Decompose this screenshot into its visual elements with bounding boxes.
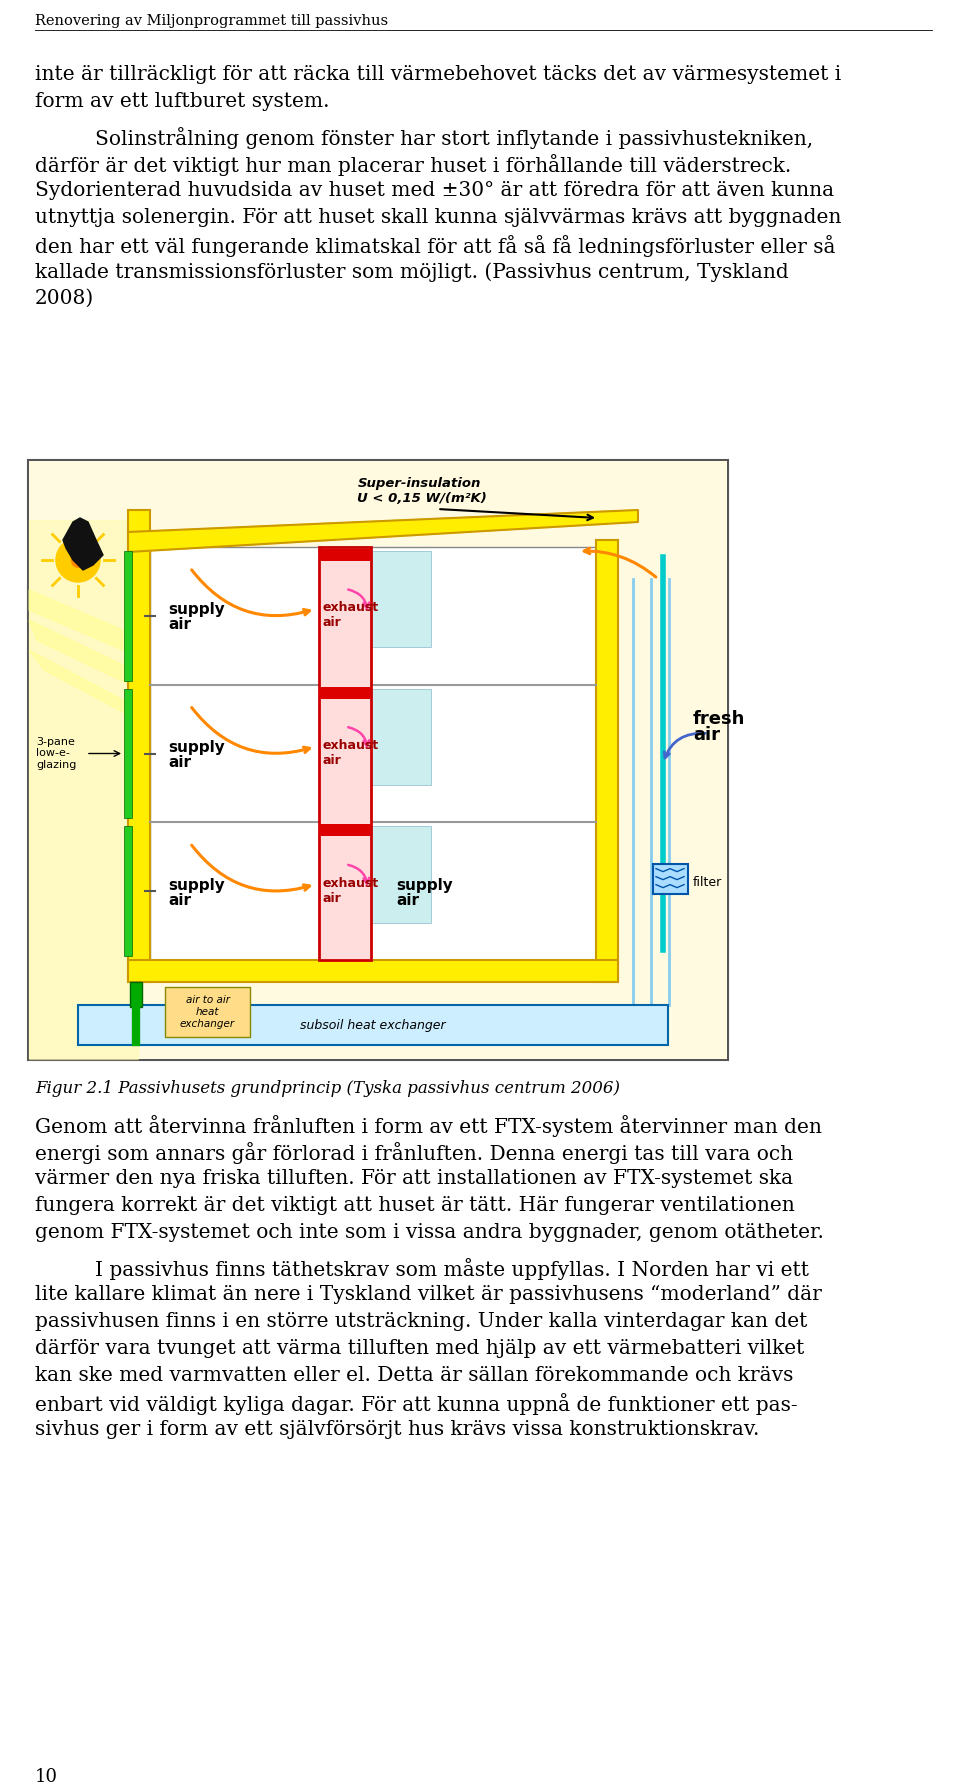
- Text: exhaust: exhaust: [323, 602, 378, 614]
- Text: air: air: [396, 893, 420, 907]
- Text: exhaust: exhaust: [323, 877, 378, 889]
- Text: kallade transmissionsförluster som möjligt. (Passivhus centrum, Tyskland: kallade transmissionsförluster som möjli…: [35, 263, 789, 282]
- Text: 10: 10: [35, 1768, 58, 1786]
- Bar: [372, 827, 431, 923]
- Text: air: air: [323, 616, 341, 629]
- Bar: [653, 864, 688, 893]
- Text: inte är tillräckligt för att räcka till värmebehovet täcks det av värmesystemet : inte är tillräckligt för att räcka till …: [35, 64, 841, 84]
- Bar: [320, 547, 372, 961]
- Text: därför vara tvunget att värma tilluften med hjälp av ett värmebatteri vilket: därför vara tvunget att värma tilluften …: [35, 1340, 804, 1357]
- Text: därför är det viktigt hur man placerar huset i förhållande till väderstreck.: därför är det viktigt hur man placerar h…: [35, 154, 791, 177]
- Bar: [150, 547, 596, 961]
- Text: lite kallare klimat än nere i Tyskland vilket är passivhusens “moderland” där: lite kallare klimat än nere i Tyskland v…: [35, 1284, 822, 1304]
- Bar: [124, 689, 132, 818]
- Text: 3-pane
low-e-
glazing: 3-pane low-e- glazing: [36, 738, 77, 770]
- Polygon shape: [128, 511, 638, 552]
- Text: Super-insulation
U < 0,15 W/(m²K): Super-insulation U < 0,15 W/(m²K): [357, 477, 487, 505]
- Text: genom FTX-systemet och inte som i vissa andra byggnader, genom otätheter.: genom FTX-systemet och inte som i vissa …: [35, 1223, 824, 1241]
- Text: fresh: fresh: [693, 711, 745, 729]
- Text: supply: supply: [168, 602, 225, 618]
- Bar: [128, 961, 618, 982]
- Text: värmer den nya friska tilluften. För att installationen av FTX-systemet ska: värmer den nya friska tilluften. För att…: [35, 1170, 793, 1188]
- Text: air to air
heat
exchanger: air to air heat exchanger: [180, 995, 235, 1029]
- Text: supply: supply: [396, 877, 453, 893]
- Bar: [320, 825, 372, 836]
- Text: air: air: [323, 891, 341, 906]
- Text: subsoil heat exchanger: subsoil heat exchanger: [300, 1018, 445, 1032]
- Text: Renovering av Miljonprogrammet till passivhus: Renovering av Miljonprogrammet till pass…: [35, 14, 388, 29]
- Text: utnyttja solenergin. För att huset skall kunna självvärmas krävs att byggnaden: utnyttja solenergin. För att huset skall…: [35, 207, 841, 227]
- Text: energi som annars går förlorad i frånluften. Denna energi tas till vara och: energi som annars går förlorad i frånluf…: [35, 1141, 793, 1164]
- Bar: [372, 689, 431, 786]
- Text: Sydorienterad huvudsida av huset med ±30° är att föredra för att även kunna: Sydorienterad huvudsida av huset med ±30…: [35, 180, 834, 200]
- Text: kan ske med varmvatten eller el. Detta är sällan förekommande och krävs: kan ske med varmvatten eller el. Detta ä…: [35, 1366, 793, 1384]
- Text: sivhus ger i form av ett självförsörjt hus krävs vissa konstruktionskrav.: sivhus ger i form av ett självförsörjt h…: [35, 1420, 759, 1440]
- Polygon shape: [29, 650, 138, 720]
- Bar: [28, 461, 728, 1061]
- Bar: [165, 988, 250, 1038]
- Text: I passivhus finns täthetskrav som måste uppfyllas. I Norden har vi ett: I passivhus finns täthetskrav som måste …: [95, 1257, 809, 1281]
- Text: air: air: [168, 755, 191, 770]
- Bar: [78, 1006, 668, 1045]
- Circle shape: [56, 538, 100, 582]
- Text: passivhusen finns i en större utsträckning. Under kalla vinterdagar kan det: passivhusen finns i en större utsträckni…: [35, 1313, 807, 1331]
- Text: air: air: [323, 754, 341, 766]
- Bar: [124, 552, 132, 680]
- Text: enbart vid väldigt kyliga dagar. För att kunna uppnå de funktioner ett pas-: enbart vid väldigt kyliga dagar. För att…: [35, 1393, 798, 1415]
- Text: supply: supply: [168, 877, 225, 893]
- Text: air: air: [168, 893, 191, 907]
- Polygon shape: [29, 589, 123, 650]
- Text: fungera korrekt är det viktigt att huset är tätt. Här fungerar ventilationen: fungera korrekt är det viktigt att huset…: [35, 1197, 795, 1214]
- Text: Solinstrålning genom fönster har stort inflytande i passivhustekniken,: Solinstrålning genom fönster har stort i…: [95, 127, 813, 148]
- Bar: [130, 982, 142, 1007]
- Text: air: air: [693, 727, 720, 745]
- Bar: [372, 552, 431, 647]
- Text: filter: filter: [693, 875, 722, 889]
- Bar: [320, 548, 372, 561]
- Bar: [124, 827, 132, 956]
- Text: Genom att återvinna frånluften i form av ett FTX-system återvinner man den: Genom att återvinna frånluften i form av…: [35, 1114, 822, 1138]
- Polygon shape: [63, 518, 103, 570]
- Bar: [320, 686, 372, 698]
- Text: den har ett väl fungerande klimatskal för att få så få ledningsförluster eller s: den har ett väl fungerande klimatskal fö…: [35, 236, 835, 257]
- Text: air: air: [168, 618, 191, 632]
- Text: form av ett luftburet system.: form av ett luftburet system.: [35, 93, 329, 111]
- Bar: [29, 461, 727, 1059]
- Text: Figur 2.1 Passivhusets grundprincip (Tyska passivhus centrum 2006): Figur 2.1 Passivhusets grundprincip (Tys…: [35, 1081, 620, 1097]
- Bar: [596, 539, 618, 982]
- Polygon shape: [29, 620, 131, 686]
- Text: 2008): 2008): [35, 289, 94, 307]
- Text: exhaust: exhaust: [323, 739, 378, 752]
- Bar: [128, 511, 150, 982]
- Text: supply: supply: [168, 739, 225, 755]
- Polygon shape: [29, 520, 138, 1059]
